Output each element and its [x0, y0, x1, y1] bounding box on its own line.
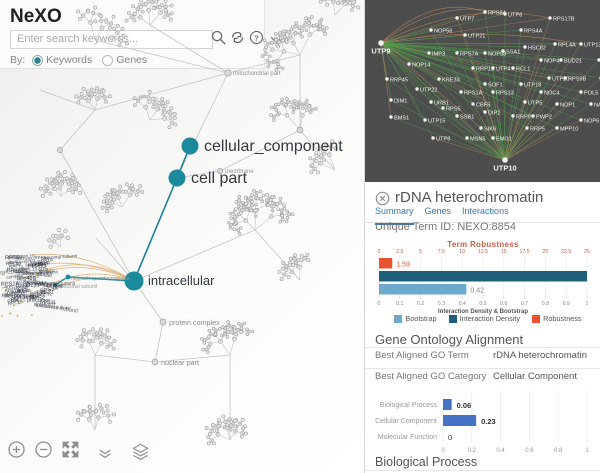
svg-text:RRP9: RRP9	[516, 114, 531, 120]
svg-text:MSN5: MSN5	[470, 136, 486, 142]
svg-text:HSC82: HSC82	[528, 45, 546, 51]
svg-text:0.06: 0.06	[457, 401, 472, 410]
svg-text:CBF5: CBF5	[476, 102, 490, 108]
svg-text:UTP7: UTP7	[460, 16, 474, 22]
svg-text:1: 1	[585, 448, 589, 454]
svg-text:Molecular Function: Molecular Function	[378, 434, 437, 441]
svg-text:0.8: 0.8	[554, 448, 563, 454]
svg-text:0.6: 0.6	[500, 301, 507, 307]
svg-text:DIM1: DIM1	[394, 98, 407, 104]
svg-text:0.42: 0.42	[470, 288, 484, 295]
svg-text:UTP18: UTP18	[524, 82, 541, 88]
svg-text:RPS17B: RPS17B	[553, 16, 575, 22]
svg-text:1: 1	[586, 301, 589, 307]
svg-text:UTP5: UTP5	[528, 100, 542, 106]
svg-text:SIK6: SIK6	[484, 126, 496, 132]
svg-text:NOP6: NOP6	[584, 118, 599, 124]
svg-text:UTP22: UTP22	[420, 87, 437, 93]
svg-text:UTP15: UTP15	[428, 118, 445, 124]
svg-text:RPS9B: RPS9B	[568, 76, 587, 82]
svg-text:POL5: POL5	[584, 90, 598, 96]
svg-text:5: 5	[419, 249, 422, 255]
svg-text:UTP4: UTP4	[496, 66, 510, 72]
svg-text:15: 15	[501, 249, 507, 255]
svg-text:Biological Process: Biological Process	[380, 402, 438, 409]
svg-text:UTP20: UTP20	[552, 76, 569, 82]
svg-text:0.2: 0.2	[417, 301, 424, 307]
svg-text:NOP4: NOP4	[544, 58, 559, 64]
svg-text:0: 0	[448, 433, 452, 442]
svg-text:0.3: 0.3	[438, 301, 445, 307]
svg-text:RRP45: RRP45	[390, 77, 408, 83]
svg-text:25: 25	[584, 249, 590, 255]
svg-text:UTP10: UTP10	[493, 164, 516, 173]
svg-text:0.9: 0.9	[563, 301, 570, 307]
svg-text:12.5: 12.5	[478, 249, 488, 255]
svg-text:17.5: 17.5	[520, 249, 530, 255]
svg-text:0.4: 0.4	[459, 301, 466, 307]
svg-text:RCL1: RCL1	[516, 66, 530, 72]
svg-text:RPS1A: RPS1A	[464, 90, 483, 96]
svg-text:BUD21: BUD21	[564, 58, 582, 64]
svg-text:UTP21: UTP21	[468, 33, 485, 39]
svg-text:PWP2: PWP2	[536, 114, 552, 120]
svg-text:cell part: cell part	[191, 170, 248, 187]
svg-text:KRE33: KRE33	[442, 77, 460, 83]
svg-text:NOP1: NOP1	[560, 102, 575, 108]
svg-text:SSA1: SSA1	[506, 49, 520, 55]
svg-text:UTP9: UTP9	[371, 47, 390, 56]
svg-text:NOC4: NOC4	[544, 90, 560, 96]
svg-text:0.8: 0.8	[542, 301, 549, 307]
svg-text:0: 0	[378, 301, 381, 307]
svg-text:0.23: 0.23	[481, 417, 496, 426]
svg-text:UTP6: UTP6	[508, 12, 522, 18]
svg-text:RPS5: RPS5	[446, 106, 461, 112]
svg-text:Cellular Component: Cellular Component	[375, 418, 437, 425]
svg-text:DIP2: DIP2	[488, 110, 500, 116]
svg-text:RRP12: RRP12	[476, 66, 494, 72]
svg-text:2.5: 2.5	[396, 249, 403, 255]
svg-text:0.1: 0.1	[396, 301, 403, 307]
svg-text:mitochondrial part: mitochondrial part	[233, 71, 281, 77]
svg-text:1.59: 1.59	[396, 262, 410, 269]
svg-text:NOP14: NOP14	[412, 62, 430, 68]
svg-text:BMS1: BMS1	[394, 115, 409, 121]
svg-text:ribonucleoprotein complex: ribonucleoprotein complex	[71, 276, 130, 282]
svg-text:RPS13: RPS13	[496, 90, 514, 96]
svg-text:SOF1: SOF1	[488, 82, 503, 88]
svg-text:0.2: 0.2	[468, 448, 477, 454]
svg-text:RRP5: RRP5	[530, 126, 545, 132]
svg-text:0.6: 0.6	[525, 448, 534, 454]
svg-text:7.5: 7.5	[438, 249, 445, 255]
svg-text:22.5: 22.5	[561, 249, 571, 255]
svg-text:MPP10: MPP10	[560, 126, 578, 132]
svg-text:protein complex: protein complex	[169, 318, 220, 327]
svg-text:NAN1: NAN1	[594, 102, 600, 108]
svg-text:nuclear part: nuclear part	[161, 358, 199, 367]
svg-text:0.4: 0.4	[496, 448, 505, 454]
svg-text:EMG1: EMG1	[496, 136, 512, 142]
svg-text:UTP8: UTP8	[436, 136, 450, 142]
svg-text:RPS7A: RPS7A	[460, 51, 479, 57]
svg-text:intracellular: intracellular	[148, 273, 215, 288]
svg-text:20: 20	[543, 249, 549, 255]
svg-text:0.7: 0.7	[521, 301, 528, 307]
svg-text:0: 0	[441, 448, 445, 454]
svg-text:IMP3: IMP3	[432, 51, 445, 57]
svg-text:10: 10	[459, 249, 465, 255]
svg-text:cellular_component: cellular_component	[204, 138, 343, 155]
svg-text:RPS4A: RPS4A	[524, 28, 543, 34]
svg-text:RPS4X: RPS4X	[30, 292, 47, 299]
svg-text:0.5: 0.5	[479, 301, 486, 307]
svg-text:RPL4A: RPL4A	[558, 42, 576, 48]
svg-text:0: 0	[378, 249, 381, 255]
svg-text:NOP56: NOP56	[434, 28, 452, 34]
svg-text:SSB1: SSB1	[460, 114, 474, 120]
svg-text:UTP13: UTP13	[584, 42, 600, 48]
